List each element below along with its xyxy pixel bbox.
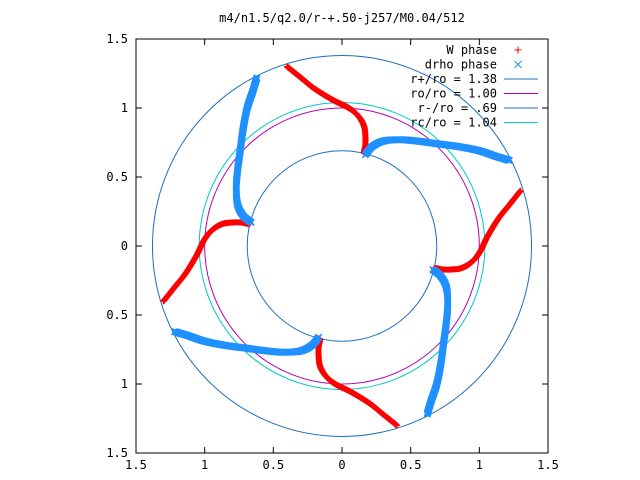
- legend-label: r-/ro = .69: [418, 101, 497, 115]
- legend-label: drho phase: [425, 58, 497, 72]
- legend-entry-w-phase: W phase: [446, 43, 522, 57]
- arm-drho-phase-180: [232, 74, 261, 227]
- circle-ro-ro-1-00: [204, 107, 480, 385]
- legend-label: W phase: [446, 43, 497, 57]
- circle-r-ro-1-38: [151, 55, 533, 437]
- y-tick-label: 1.5: [106, 32, 128, 46]
- arm-drho-phase-270: [170, 328, 323, 356]
- x-tick-label: 1.5: [125, 458, 147, 472]
- legend-label: rc/ro = 1.04: [410, 116, 497, 130]
- legend-label: r+/ro = 1.38: [410, 72, 497, 86]
- x-tick-label: 0.5: [400, 458, 422, 472]
- y-tick-label: 1: [121, 377, 128, 391]
- y-tick-label: 0.5: [106, 308, 128, 322]
- circle-r-ro-69: [246, 150, 438, 342]
- x-tick-label: 1.5: [537, 458, 559, 472]
- y-tick-label: 1: [121, 101, 128, 115]
- y-tick-label: 0: [121, 239, 128, 253]
- arm-markers-drho-phase-270: [170, 328, 323, 356]
- legend-entry-r-ro-1-38: r+/ro = 1.38: [410, 72, 538, 86]
- y-tick-label: 0.5: [106, 170, 128, 184]
- arm-layer: [160, 63, 524, 429]
- x-tick-label: 1: [201, 458, 208, 472]
- y-tick-label: 1.5: [106, 446, 128, 460]
- x-tick-label: 0: [338, 458, 345, 472]
- legend-label: ro/ro = 1.00: [410, 87, 497, 101]
- axis-ticks: 1.5 1 0.5 0 0.5 1 1.51.510.500.511.5: [106, 32, 559, 472]
- arm-drho-phase-0: [423, 265, 452, 418]
- legend-entry-r-ro-69: r-/ro = .69: [418, 101, 538, 115]
- x-tick-label: 1: [476, 458, 483, 472]
- arm-markers-drho-phase-0: [423, 265, 452, 418]
- legend-marker: [514, 60, 522, 69]
- legend-entry-rc-ro-1-04: rc/ro = 1.04: [410, 116, 538, 130]
- chart-title: m4/n1.5/q2.0/r-+.50-j257/M0.04/512: [219, 11, 465, 25]
- x-tick-label: 0.5: [262, 458, 284, 472]
- arm-markers-drho-phase-90: [361, 136, 514, 164]
- arm-markers-drho-phase-180: [232, 74, 261, 227]
- legend-marker: [514, 46, 522, 54]
- legend-entry-ro-ro-1-00: ro/ro = 1.00: [410, 87, 538, 101]
- arm-drho-phase-90: [361, 136, 514, 164]
- legend-entry-drho-phase: drho phase: [425, 58, 522, 72]
